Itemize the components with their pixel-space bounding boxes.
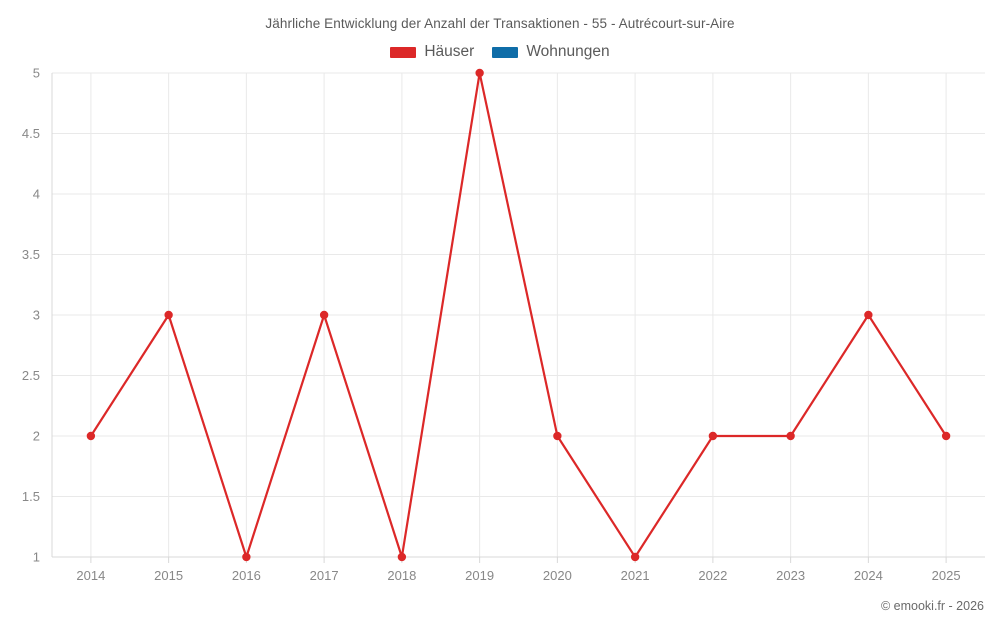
x-tick-label: 2016 bbox=[232, 568, 261, 583]
data-point[interactable] bbox=[941, 431, 951, 441]
chart-legend: Häuser Wohnungen bbox=[0, 43, 1000, 61]
x-tick-label: 2022 bbox=[698, 568, 727, 583]
data-point[interactable] bbox=[475, 68, 484, 78]
y-tick-label: 3.5 bbox=[22, 247, 40, 262]
y-tick-label: 2.5 bbox=[22, 368, 40, 383]
data-point[interactable] bbox=[630, 552, 640, 562]
legend-item-wohnungen[interactable]: Wohnungen bbox=[492, 43, 610, 61]
y-tick-label: 4 bbox=[33, 187, 40, 202]
grid-lines bbox=[52, 72, 985, 558]
data-point[interactable] bbox=[786, 431, 795, 441]
x-tick-label: 2019 bbox=[465, 568, 494, 583]
series-line-häuser bbox=[89, 71, 948, 559]
x-tick-label: 2017 bbox=[310, 568, 339, 583]
legend-label-hauser: Häuser bbox=[424, 43, 475, 60]
x-tick-label: 2020 bbox=[543, 568, 572, 583]
y-tick-label: 3 bbox=[33, 308, 40, 323]
data-point[interactable] bbox=[164, 310, 173, 320]
copyright-credit: © emooki.fr - 2026 bbox=[880, 599, 984, 613]
data-point[interactable] bbox=[242, 552, 251, 562]
data-series bbox=[86, 68, 951, 562]
data-point[interactable] bbox=[708, 431, 718, 441]
data-point[interactable] bbox=[864, 310, 873, 320]
y-tick-label: 1.5 bbox=[22, 489, 40, 504]
legend-swatch-hauser bbox=[390, 46, 417, 58]
y-axis-labels: 1 1.5 2 2.5 3 3.5 4 4.5 5 bbox=[22, 66, 40, 565]
x-tick-label: 2024 bbox=[854, 568, 883, 583]
x-tick-label: 2021 bbox=[621, 568, 650, 583]
legend-label-wohnungen: Wohnungen bbox=[526, 43, 610, 60]
y-tick-label: 5 bbox=[33, 66, 40, 81]
x-tick-label: 2015 bbox=[154, 568, 183, 583]
y-tick-label: 1 bbox=[33, 550, 40, 565]
data-point[interactable] bbox=[319, 310, 329, 320]
x-axis-labels: 2014 2015 2016 2017 2018 2019 2020 2021 2022 2023… bbox=[76, 568, 960, 583]
x-tick-label: 2025 bbox=[932, 568, 961, 583]
x-tick-label: 2014 bbox=[76, 568, 105, 583]
legend-item-hauser[interactable]: Häuser bbox=[390, 43, 474, 61]
axis-lines bbox=[51, 73, 985, 563]
data-point[interactable] bbox=[397, 552, 407, 562]
y-tick-label: 2 bbox=[33, 429, 40, 444]
x-tick-label: 2018 bbox=[387, 568, 416, 583]
legend-swatch-wohnungen bbox=[492, 46, 519, 58]
y-tick-label: 4.5 bbox=[22, 126, 40, 141]
chart-title: Jährliche Entwicklung der Anzahl der Tra… bbox=[265, 16, 735, 31]
x-tick-label: 2023 bbox=[776, 568, 805, 583]
data-point[interactable] bbox=[553, 431, 562, 441]
data-point[interactable] bbox=[86, 431, 96, 441]
